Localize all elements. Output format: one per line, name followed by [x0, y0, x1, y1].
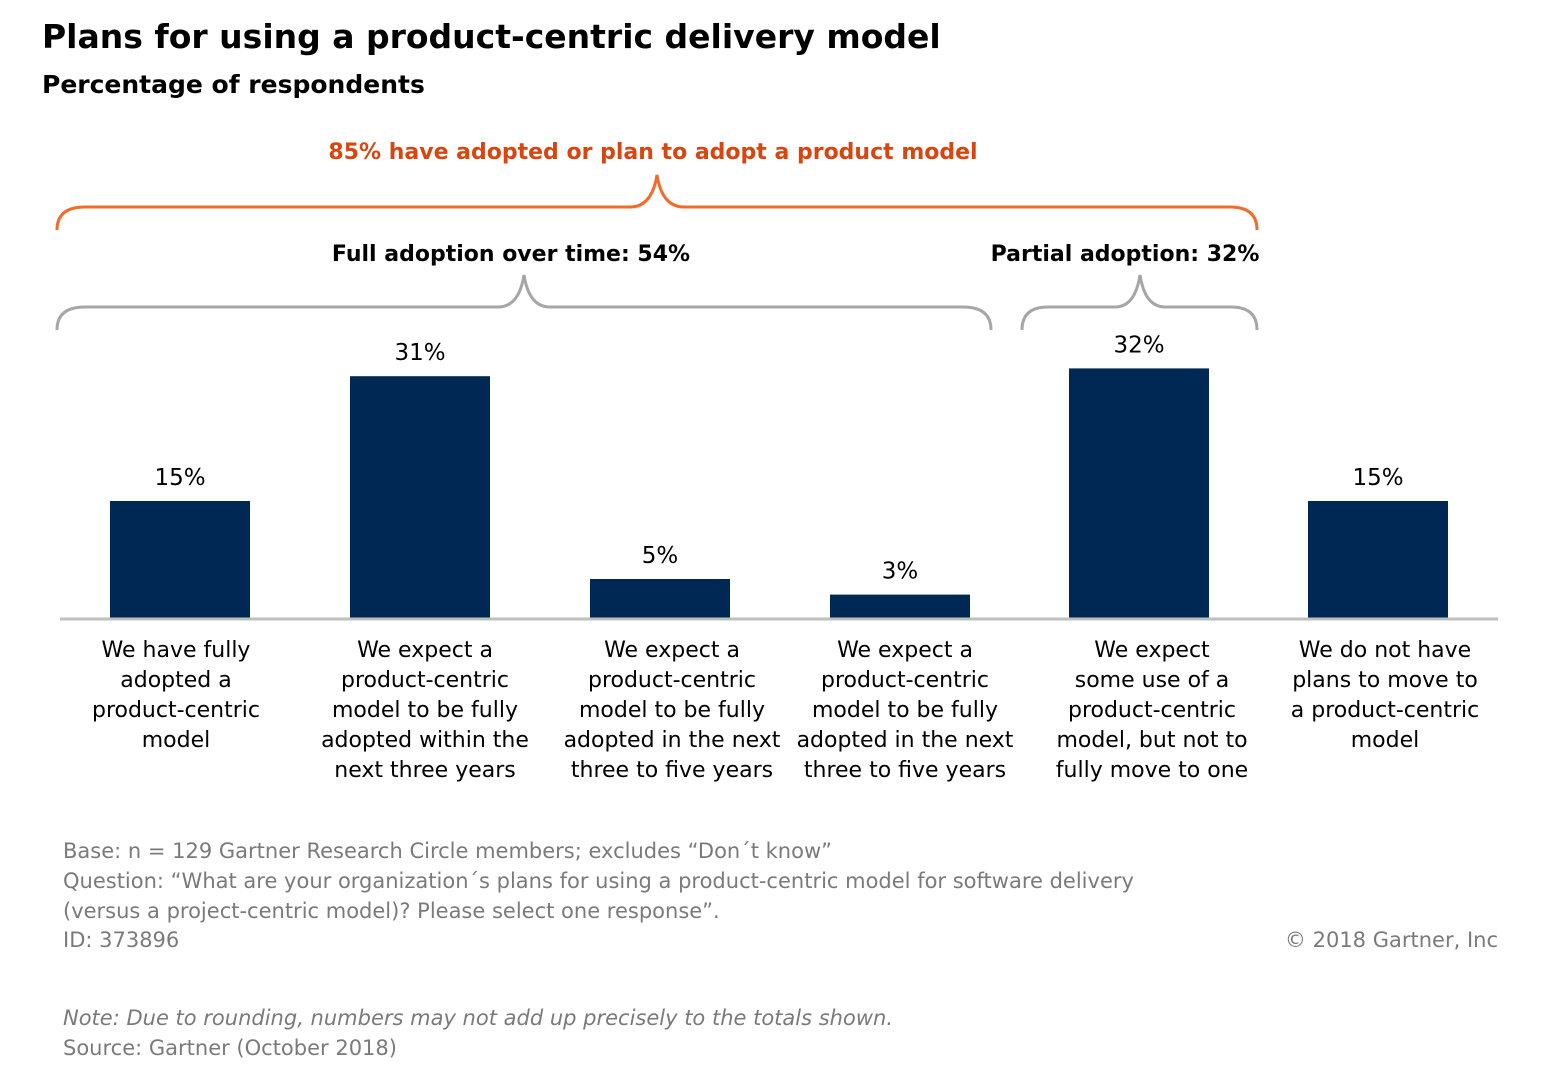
category-label: We expect a product-centric model to be fu… — [797, 638, 1014, 783]
category-label: We expect some use of a product-centric mod… — [1056, 638, 1248, 783]
partial-adoption-annotation: Partial adoption: 32% — [991, 242, 1260, 267]
full-adoption-annotation: Full adoption over time: 54% — [332, 242, 690, 267]
category-label: We expect a product-centric model to be fu… — [564, 638, 781, 783]
total-adoption-annotation: 85% have adopted or plan to adopt a prod… — [328, 140, 977, 165]
footer-id: ID: 373896 — [63, 928, 179, 952]
full-adoption-brace — [55, 274, 993, 331]
category-label: We have fully adopted a product-centric mod… — [92, 638, 260, 753]
bar — [1069, 368, 1209, 618]
chart-subtitle: Percentage of respondents — [42, 70, 425, 99]
footer-copyright: © 2018 Gartner, Inc — [1285, 928, 1498, 952]
category-label: We do not have plans to move to a product-… — [1291, 638, 1479, 753]
bar — [110, 501, 250, 618]
footer-note: Note: Due to rounding, numbers may not a… — [63, 1006, 893, 1030]
data-label: 3% — [882, 559, 919, 585]
data-label: 5% — [642, 543, 679, 569]
bar — [590, 579, 730, 618]
footer-question-line-2: (versus a project-centric model)? Please… — [63, 899, 720, 923]
footer-question-line-1: Question: “What are your organization´s … — [63, 869, 1134, 893]
category-labels: We have fully adopted a product-centric mod… — [92, 638, 1479, 783]
footer-base: Base: n = 129 Gartner Research Circle me… — [63, 839, 832, 863]
footer-source: Source: Gartner (October 2018) — [63, 1036, 397, 1060]
partial-adoption-brace — [1020, 274, 1259, 331]
bar — [350, 376, 490, 618]
data-label: 15% — [154, 465, 205, 491]
data-label: 15% — [1352, 465, 1403, 491]
total-brace — [55, 174, 1259, 231]
category-label: We expect a product-centric model to be fu… — [321, 638, 529, 783]
bar — [830, 594, 970, 618]
data-label: 32% — [1113, 332, 1164, 358]
chart-title: Plans for using a product-centric delive… — [42, 17, 941, 56]
bars: 15% 31% 5% 3% 32% 15% — [110, 332, 1448, 618]
bar — [1308, 501, 1448, 618]
data-label: 31% — [394, 340, 445, 366]
